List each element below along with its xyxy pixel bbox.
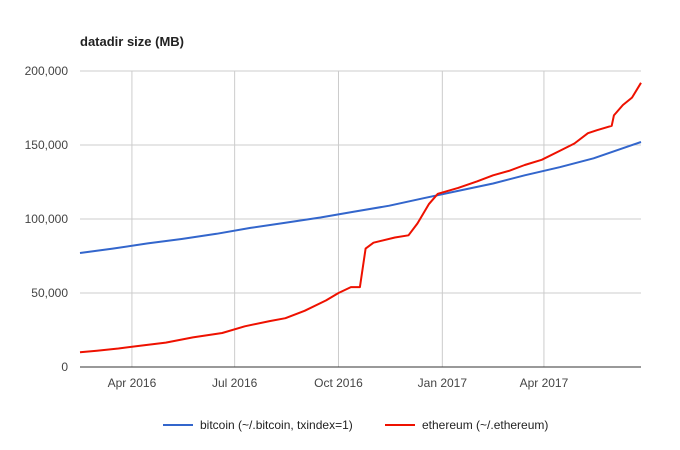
x-tick-label: Apr 2017 xyxy=(520,376,569,390)
x-tick-label: Oct 2016 xyxy=(314,376,363,390)
y-tick-label: 200,000 xyxy=(25,64,69,78)
y-axis-tick-labels: 0 50,000 100,000 150,000 200,000 xyxy=(25,64,69,374)
y-tick-label: 0 xyxy=(61,360,68,374)
legend-label-ethereum: ethereum (~/.ethereum) xyxy=(422,418,548,432)
x-tick-label: Jul 2016 xyxy=(212,376,258,390)
ethereum-series-line xyxy=(79,82,642,354)
y-tick-label: 150,000 xyxy=(25,138,69,152)
y-tick-label: 50,000 xyxy=(31,286,68,300)
bitcoin-series-line xyxy=(79,141,642,254)
legend: bitcoin (~/.bitcoin, txindex=1) ethereum… xyxy=(163,418,548,432)
y-tick-label: 100,000 xyxy=(25,212,69,226)
chart-title: datadir size (MB) xyxy=(80,34,184,49)
horizontal-gridlines xyxy=(80,70,641,294)
x-axis-tick-labels: Apr 2016 Jul 2016 Oct 2016 Jan 2017 Apr 2017 xyxy=(108,376,569,390)
x-tick-label: Apr 2016 xyxy=(108,376,157,390)
x-tick-label: Jan 2017 xyxy=(418,376,468,390)
legend-label-bitcoin: bitcoin (~/.bitcoin, txindex=1) xyxy=(200,418,353,432)
